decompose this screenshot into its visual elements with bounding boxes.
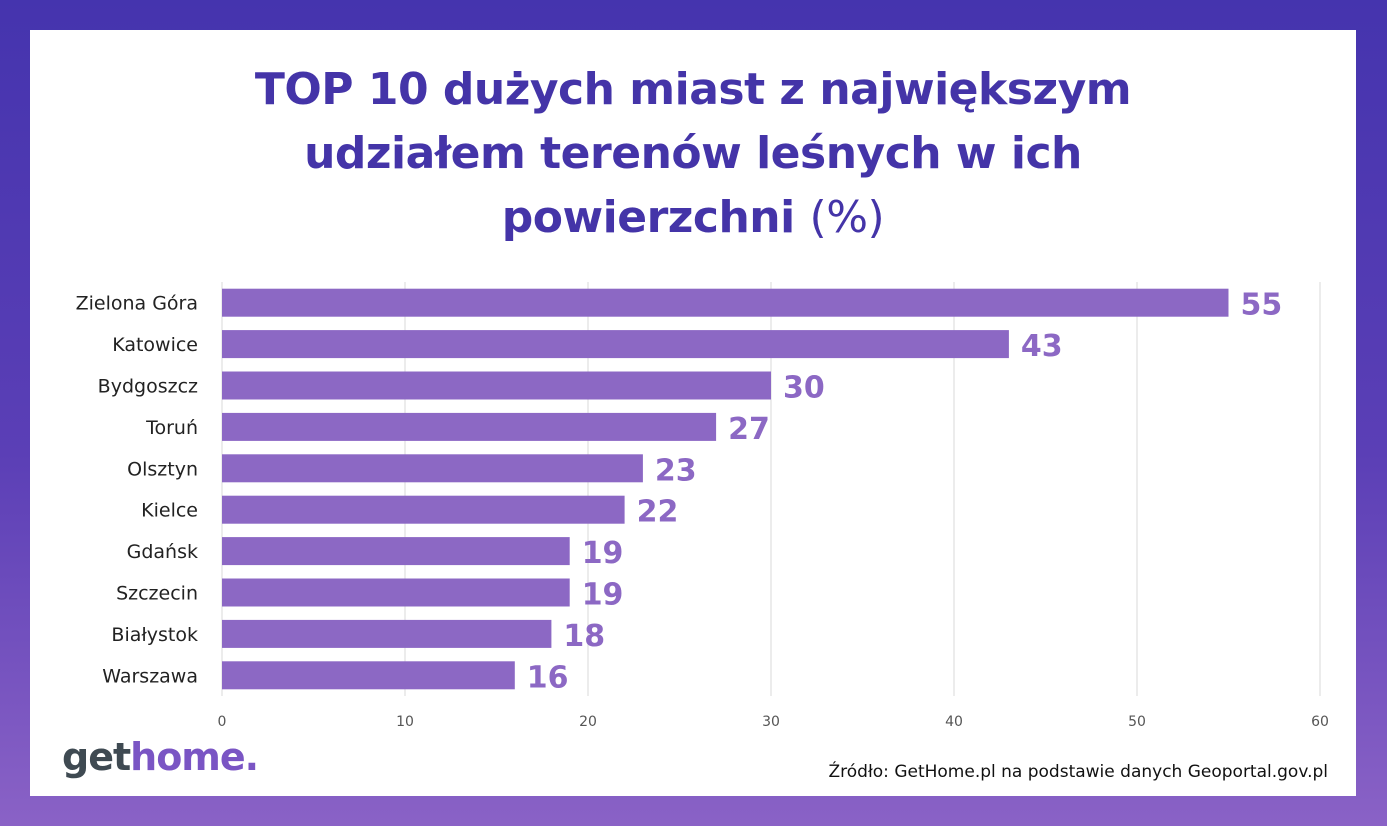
value-label-katowice: 43 xyxy=(1021,329,1063,364)
value-label-olsztyn: 23 xyxy=(655,453,697,488)
chart-card: TOP 10 dużych miast z największym udział… xyxy=(30,30,1356,796)
value-label-toruń: 27 xyxy=(728,412,770,447)
value-label-szczecin: 19 xyxy=(582,578,624,613)
value-label-gdańsk: 19 xyxy=(582,536,624,571)
bar-zielona-góra xyxy=(222,288,1229,317)
bar-bydgoszcz xyxy=(222,371,771,400)
chart-title-line3-text: powierzchni xyxy=(501,192,795,243)
chart-title-line1: TOP 10 dużych miast z największym xyxy=(254,64,1132,115)
category-label-warszawa: Warszawa xyxy=(102,665,198,687)
category-label-szczecin: Szczecin xyxy=(116,583,198,605)
x-tick-label-30: 30 xyxy=(762,714,780,730)
chart-title: TOP 10 dużych miast z największym udział… xyxy=(30,58,1356,250)
category-label-katowice: Katowice xyxy=(112,334,198,356)
category-label-białystok: Białystok xyxy=(111,624,198,646)
x-tick-label-60: 60 xyxy=(1311,714,1329,730)
category-label-gdańsk: Gdańsk xyxy=(127,541,198,563)
value-label-bydgoszcz: 30 xyxy=(783,371,825,406)
chart-title-unit: (%) xyxy=(809,192,885,243)
x-tick-label-10: 10 xyxy=(396,714,414,730)
bar-olsztyn xyxy=(222,454,643,483)
bar-gdańsk xyxy=(222,537,570,566)
gethome-logo: gethome. xyxy=(62,735,259,779)
bar-szczecin xyxy=(222,578,570,607)
x-tick-label-50: 50 xyxy=(1128,714,1146,730)
x-tick-label-0: 0 xyxy=(218,714,227,730)
logo-get: get xyxy=(62,735,131,779)
value-label-zielona-góra: 55 xyxy=(1241,288,1283,323)
value-label-białystok: 18 xyxy=(563,619,605,654)
value-label-kielce: 22 xyxy=(637,495,679,530)
value-label-warszawa: 16 xyxy=(527,660,569,695)
category-label-zielona-góra: Zielona Góra xyxy=(76,293,198,315)
x-tick-label-40: 40 xyxy=(945,714,963,730)
chart-title-line3: powierzchni (%) xyxy=(30,186,1356,250)
bar-katowice xyxy=(222,330,1009,359)
category-label-toruń: Toruń xyxy=(145,417,198,439)
category-label-olsztyn: Olsztyn xyxy=(127,458,198,480)
bar-chart: 0 10 20 30 40 50 60 Zielona Góra 55 Katowice 43 Byd… xyxy=(76,282,1329,730)
bar-toruń xyxy=(222,412,717,441)
chart-title-line2: udziałem terenów leśnych w ich xyxy=(304,128,1082,179)
bar-kielce xyxy=(222,495,625,524)
bar-białystok xyxy=(222,619,552,648)
logo-home: home. xyxy=(130,735,259,779)
x-tick-label-20: 20 xyxy=(579,714,597,730)
category-label-kielce: Kielce xyxy=(141,500,198,522)
category-label-bydgoszcz: Bydgoszcz xyxy=(98,376,198,398)
bar-warszawa xyxy=(222,661,515,690)
source-note: Źródło: GetHome.pl na podstawie danych G… xyxy=(828,762,1329,782)
